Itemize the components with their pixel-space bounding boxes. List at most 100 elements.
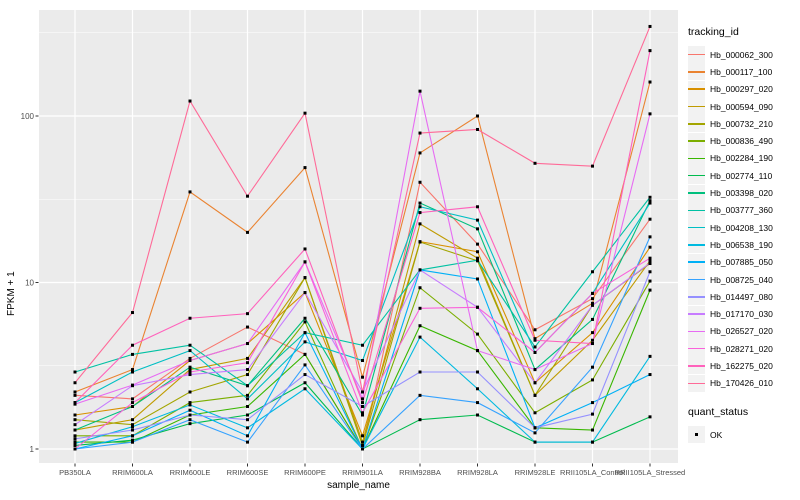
data-point [303, 276, 307, 280]
data-point [303, 387, 307, 391]
series-points-Hb_026527_020 [73, 89, 652, 406]
data-point [188, 365, 192, 369]
legend-item-label: Hb_162275_020 [710, 360, 773, 371]
data-point [246, 434, 249, 438]
series-color-swatch [688, 71, 705, 73]
series-points-Hb_028271_020 [73, 256, 652, 451]
data-point [361, 390, 364, 394]
data-point [418, 393, 422, 397]
data-point [361, 443, 364, 447]
data-point [188, 368, 192, 372]
data-point [418, 211, 422, 215]
data-point [303, 166, 307, 170]
data-point [246, 368, 249, 372]
data-point [303, 291, 307, 295]
data-point [303, 260, 307, 264]
series-color-swatch [688, 140, 705, 142]
legend-item: Hb_003398_020 [688, 184, 798, 202]
y-tick-label: 1 [30, 445, 35, 454]
data-point [361, 434, 364, 438]
data-point [131, 440, 134, 444]
legend-key-line-icon [688, 340, 705, 358]
legend-item: Hb_000594_090 [688, 98, 798, 116]
data-point [73, 434, 77, 438]
data-point [188, 408, 192, 412]
data-point [303, 320, 307, 324]
data-point [418, 151, 422, 155]
data-point [418, 201, 422, 205]
legend-key-line-icon [688, 184, 705, 202]
legend-key-line-icon [688, 167, 705, 185]
x-tick-label: RRIM928LA [457, 468, 498, 477]
legend-item: Hb_002284_190 [688, 149, 798, 167]
data-point [73, 441, 77, 445]
data-point [246, 230, 249, 234]
data-point [188, 373, 192, 377]
legend-key-line-icon [688, 357, 705, 375]
x-tick-label: RRII105LA_Stressed [615, 468, 685, 477]
data-point [591, 428, 594, 432]
legend-key-line-icon [688, 63, 705, 81]
legend-item: Hb_000836_490 [688, 132, 798, 150]
data-point [591, 270, 594, 274]
legend-key-line-icon [688, 219, 705, 237]
data-point [476, 127, 479, 131]
legend-item: Hb_000297_020 [688, 80, 798, 98]
data-point [591, 331, 594, 335]
legend-item-label: Hb_002774_110 [710, 170, 773, 181]
legend-item-label: Hb_000732_210 [710, 118, 773, 129]
legend-title-quant-status: quant_status [688, 405, 749, 418]
data-point [361, 343, 364, 347]
data-point [246, 397, 249, 401]
series-color-swatch [688, 123, 705, 125]
legend-key-line-icon [688, 115, 705, 133]
legend-item-label: Hb_006538_190 [710, 239, 773, 250]
legend-item-label: Hb_170426_010 [710, 378, 773, 389]
data-point [361, 411, 364, 415]
data-point [188, 316, 192, 320]
data-point [476, 349, 479, 353]
data-point [303, 316, 307, 320]
data-point [591, 317, 594, 321]
x-tick-label: RRIM600SE [227, 468, 269, 477]
legend-item: Hb_000732_210 [688, 115, 798, 133]
data-point [188, 343, 192, 347]
data-point [246, 356, 249, 360]
data-point [131, 352, 134, 356]
data-point [533, 431, 537, 435]
data-point [476, 387, 479, 391]
legend-item-quant-ok: OK [688, 426, 798, 444]
data-point [361, 447, 364, 451]
series-color-swatch [688, 244, 705, 246]
data-point [131, 428, 134, 432]
legend-item-label: Hb_014497_080 [710, 291, 773, 302]
data-point [246, 413, 249, 417]
legend-item: Hb_006538_190 [688, 236, 798, 254]
data-point [648, 288, 652, 292]
legend-item-label: Hb_017170_030 [710, 309, 773, 320]
legend-key-line-icon [688, 149, 705, 167]
data-point [418, 240, 422, 244]
legend-key-line-icon [688, 98, 705, 116]
data-point [533, 393, 537, 397]
legend-item-label: Hb_008725_040 [710, 274, 773, 285]
data-point [476, 114, 479, 118]
legend-section-quant-status: quant_status OK [688, 405, 798, 444]
series-color-swatch [688, 226, 705, 229]
data-point [418, 306, 422, 310]
legend-item-label: Hb_007885_050 [710, 257, 773, 268]
y-tick-label: 10 [25, 278, 34, 287]
data-point [648, 279, 652, 283]
data-point [648, 199, 652, 203]
data-point [188, 401, 192, 405]
legend-item: Hb_028271_020 [688, 340, 798, 358]
x-tick-label: RRIM600PE [284, 468, 326, 477]
series-color-swatch [688, 347, 705, 350]
series-points-Hb_170426_010 [73, 24, 652, 394]
legend-item-label: Hb_000062_300 [710, 49, 773, 60]
data-point [246, 312, 249, 316]
data-point [418, 335, 422, 339]
data-point [648, 245, 652, 249]
data-point [303, 363, 307, 367]
data-point [188, 390, 192, 394]
